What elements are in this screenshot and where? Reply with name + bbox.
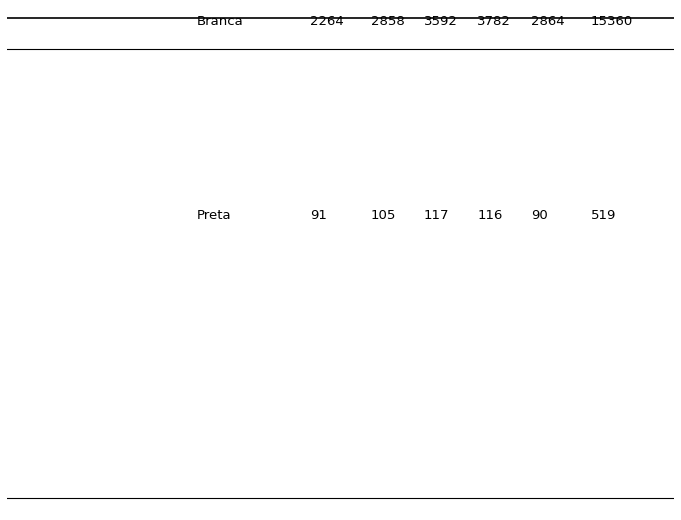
Text: 2864: 2864 xyxy=(530,16,565,29)
Text: 2858: 2858 xyxy=(370,16,405,29)
Text: Branca: Branca xyxy=(197,16,244,29)
Text: 117: 117 xyxy=(424,209,449,222)
Text: 91: 91 xyxy=(311,209,328,222)
Text: 519: 519 xyxy=(590,209,616,222)
Text: 116: 116 xyxy=(477,209,503,222)
Text: 2264: 2264 xyxy=(311,16,344,29)
Text: 15360: 15360 xyxy=(590,16,633,29)
Text: 3592: 3592 xyxy=(424,16,458,29)
Text: Preta: Preta xyxy=(197,209,232,222)
Text: 90: 90 xyxy=(530,209,548,222)
Text: 3782: 3782 xyxy=(477,16,511,29)
Text: 105: 105 xyxy=(370,209,396,222)
